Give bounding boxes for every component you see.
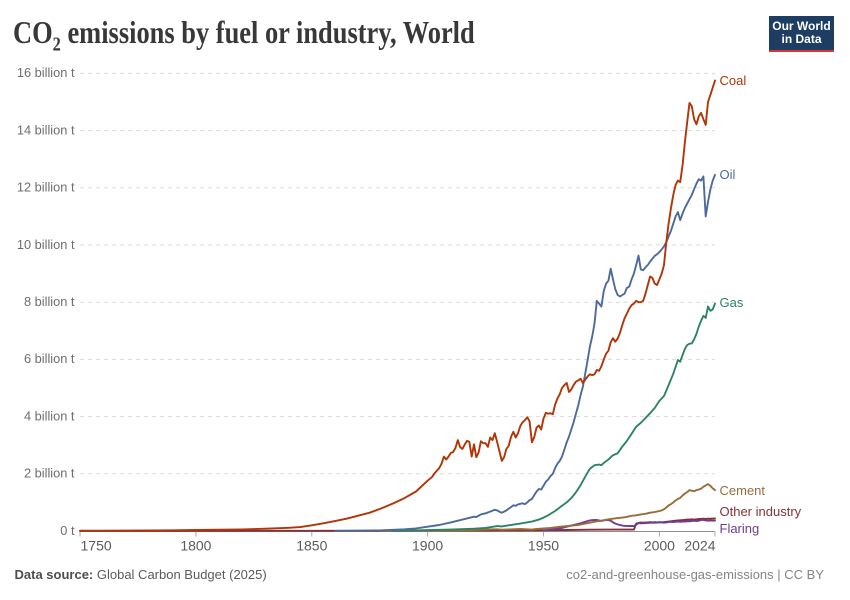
svg-text:2000: 2000: [644, 538, 675, 554]
svg-text:16 billion t: 16 billion t: [17, 65, 75, 80]
svg-text:1850: 1850: [296, 538, 327, 554]
svg-text:2024: 2024: [684, 538, 715, 554]
svg-text:4 billion t: 4 billion t: [24, 408, 75, 423]
svg-text:14 billion t: 14 billion t: [17, 122, 75, 137]
svg-text:1900: 1900: [412, 538, 443, 554]
svg-text:12 billion t: 12 billion t: [17, 180, 75, 195]
svg-text:1800: 1800: [180, 538, 211, 554]
svg-text:Other industry: Other industry: [720, 504, 802, 519]
svg-text:10 billion t: 10 billion t: [17, 237, 75, 252]
svg-text:8 billion t: 8 billion t: [24, 294, 75, 309]
svg-text:6 billion t: 6 billion t: [24, 351, 75, 366]
svg-text:Coal: Coal: [720, 73, 747, 88]
svg-text:Flaring: Flaring: [720, 521, 760, 536]
svg-text:2 billion t: 2 billion t: [24, 466, 75, 481]
svg-text:Gas: Gas: [720, 295, 744, 310]
svg-text:1750: 1750: [81, 538, 112, 554]
svg-text:0 t: 0 t: [60, 523, 75, 538]
svg-text:Cement: Cement: [720, 483, 766, 498]
svg-text:1950: 1950: [528, 538, 559, 554]
svg-text:Oil: Oil: [720, 167, 736, 182]
